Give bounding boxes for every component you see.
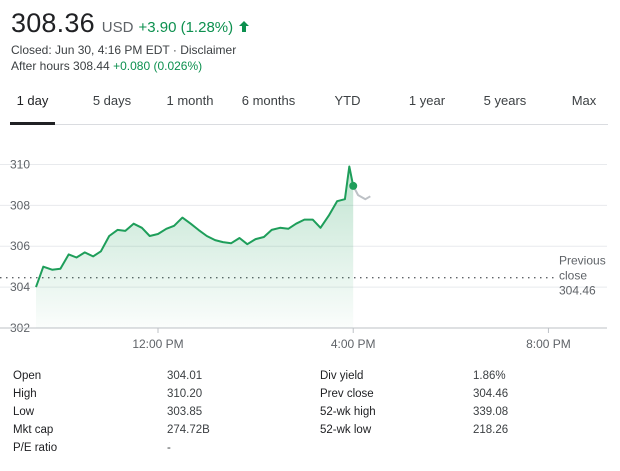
stat-label: Prev close (320, 388, 374, 400)
tab-max[interactable]: Max (571, 93, 597, 108)
stat-value: 310.20 (167, 388, 203, 400)
stat-label: Low (13, 406, 35, 418)
tab-1-month[interactable]: 1 month (166, 93, 214, 108)
tab-ytd[interactable]: YTD (334, 93, 361, 108)
y-tick-label: 304 (10, 280, 30, 294)
active-tab-indicator (10, 122, 55, 125)
stat-label: Open (13, 370, 42, 382)
after-hours-price: After hours 308.44 (11, 59, 110, 73)
stat-value: - (167, 442, 171, 454)
after-hours-line: After hours 308.44 +0.080 (0.026%) (11, 59, 611, 74)
x-tick-label: 4:00 PM (331, 337, 376, 351)
separator: · (169, 43, 181, 57)
arrow-up-icon (238, 20, 250, 33)
closed-time: Closed: Jun 30, 4:16 PM EDT (11, 43, 170, 57)
stat-value: 303.85 (167, 406, 203, 418)
stat-label: Mkt cap (13, 424, 54, 436)
price-line (35, 165, 355, 288)
x-tick-label: 12:00 PM (132, 337, 183, 351)
stat-label: 52-wk low (320, 424, 372, 436)
price-area-fill (36, 166, 354, 328)
stat-value: 339.08 (473, 406, 509, 418)
stat-label: Div yield (320, 370, 364, 382)
previous-close-label: close (559, 269, 587, 283)
after-hours-line (352, 185, 371, 201)
tab-5-days[interactable]: 5 days (92, 93, 132, 108)
x-tick-label: 8:00 PM (526, 337, 571, 351)
quote-header: 308.36 USD +3.90 (1.28%) Closed: Jun 30,… (11, 8, 611, 74)
current-price: 308.36 (11, 8, 95, 38)
y-tick-label: 310 (10, 157, 30, 171)
stat-value: 304.01 (167, 370, 203, 382)
price-change: +3.90 (1.28%) (138, 19, 234, 36)
tab-1-day[interactable]: 1 day (16, 93, 49, 108)
price-line: 308.36 USD +3.90 (1.28%) (11, 8, 611, 42)
previous-close-label: Previous (559, 254, 606, 268)
disclaimer-link[interactable]: Disclaimer (180, 43, 237, 57)
stat-label: P/E ratio (13, 442, 58, 454)
stat-value: 304.46 (473, 388, 509, 400)
stat-label: 52-wk high (320, 406, 376, 418)
previous-close-value: 304.46 (559, 284, 596, 298)
stat-value: 218.26 (473, 424, 509, 436)
range-tabs: 1 day 5 days 1 month 6 months YTD 1 year… (10, 86, 608, 125)
tab-5-years[interactable]: 5 years (483, 93, 527, 108)
market-status-line: Closed: Jun 30, 4:16 PM EDT · Disclaimer (11, 43, 611, 58)
y-tick-label: 306 (10, 239, 30, 253)
last-price-dot (349, 181, 358, 190)
y-tick-label: 308 (10, 198, 30, 212)
currency-code: USD (101, 19, 134, 36)
tab-6-months[interactable]: 6 months (241, 93, 296, 108)
stat-value: 274.72B (167, 424, 210, 436)
stat-value: 1.86% (473, 370, 506, 382)
tab-1-year[interactable]: 1 year (408, 93, 446, 108)
after-hours-change: +0.080 (0.026%) (113, 59, 203, 73)
stat-label: High (13, 388, 37, 400)
